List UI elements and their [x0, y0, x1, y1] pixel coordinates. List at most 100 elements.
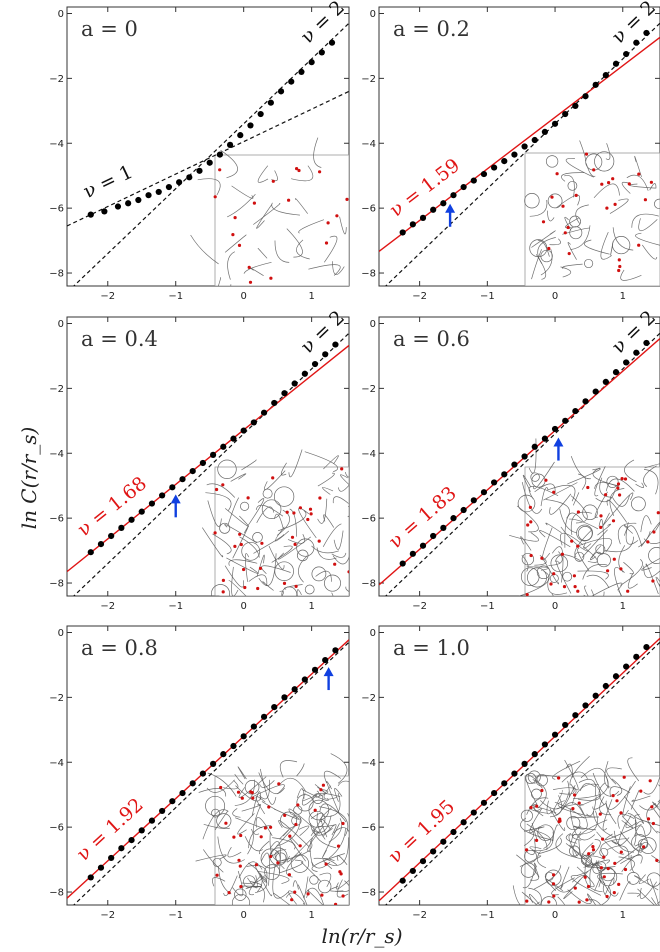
- data-point: [271, 399, 278, 407]
- data-point: [97, 540, 105, 548]
- data-point: [291, 686, 298, 693]
- data-point: [531, 751, 538, 758]
- y-tick-label: −8: [49, 888, 64, 899]
- data-point: [87, 549, 94, 556]
- data-point: [128, 516, 135, 523]
- data-point: [267, 99, 274, 106]
- data-point: [399, 560, 406, 567]
- data-point: [511, 770, 518, 777]
- guide-line-slope-2: [72, 641, 349, 905]
- data-point: [572, 407, 579, 415]
- y-tick-label: 0: [370, 628, 376, 639]
- data-point: [419, 858, 427, 865]
- plot-frame: [378, 6, 660, 287]
- data-point: [430, 532, 437, 540]
- fit-line: [67, 639, 349, 899]
- x-tick-label: −2: [100, 291, 115, 302]
- y-tick-label: −2: [49, 74, 64, 85]
- data-point: [592, 81, 599, 88]
- x-tick-label: −2: [412, 910, 427, 921]
- data-point: [322, 656, 329, 664]
- panel-title: a = 0.2: [393, 17, 470, 41]
- inset-network: [202, 449, 349, 596]
- y-tick-label: −2: [361, 384, 376, 395]
- data-point: [409, 221, 416, 228]
- data-point: [562, 417, 569, 424]
- data-point: [250, 723, 257, 730]
- data-point: [260, 409, 268, 416]
- data-point: [460, 183, 467, 191]
- y-tick-label: −4: [49, 449, 64, 460]
- data-point: [562, 110, 569, 118]
- data-point: [260, 713, 268, 720]
- data-point: [230, 435, 237, 442]
- y-tick-label: −4: [49, 758, 64, 769]
- data-point: [440, 838, 447, 845]
- data-point: [419, 542, 427, 549]
- data-point: [491, 479, 498, 486]
- y-tick-label: 0: [370, 9, 376, 20]
- data-point: [298, 68, 305, 75]
- data-point: [176, 179, 183, 186]
- data-point: [247, 122, 254, 129]
- guide-label: ν = 2: [296, 306, 349, 358]
- data-point: [271, 704, 278, 711]
- data-point: [311, 666, 319, 673]
- data-point: [419, 214, 427, 221]
- panel-2: −2 −1 0 1 −8 −6 −4 −2 0 a = 0.4 ν = 2 ν = 1.68: [49, 306, 350, 612]
- y-tick-label: 0: [58, 9, 64, 20]
- data-point: [541, 128, 548, 136]
- data-point: [633, 39, 640, 46]
- x-tick-label: −1: [480, 291, 495, 302]
- data-point: [240, 733, 247, 740]
- data-point: [128, 837, 135, 844]
- data-point: [108, 532, 115, 540]
- panel-5: −2 −1 0 1 −8 −6 −4 −2 0 a = 1.0 ν = 1.95: [361, 625, 660, 921]
- y-tick-label: −2: [49, 384, 64, 395]
- data-point: [291, 380, 298, 387]
- guide-line-slope-2: [72, 22, 349, 286]
- data-point: [470, 177, 477, 184]
- data-point: [114, 203, 122, 210]
- data-point: [623, 663, 630, 670]
- y-tick-label: −6: [361, 823, 376, 834]
- x-tick-label: 1: [620, 601, 626, 612]
- x-tick-label: 1: [308, 910, 314, 921]
- data-point: [230, 742, 237, 750]
- data-point: [511, 461, 518, 468]
- y-tick-label: −6: [49, 204, 64, 215]
- data-point: [592, 692, 599, 699]
- data-point: [541, 741, 548, 748]
- fit-label: ν = 1.95: [384, 796, 459, 868]
- data-point: [582, 93, 589, 100]
- data-point: [399, 229, 406, 236]
- arrow-head: [170, 494, 181, 504]
- fit-line: [379, 637, 660, 902]
- data-point: [220, 751, 227, 758]
- y-tick-label: 0: [58, 319, 64, 330]
- panel-title: a = 1.0: [393, 636, 470, 660]
- y-tick-label: −8: [361, 888, 376, 899]
- data-point: [572, 102, 579, 110]
- data-point: [399, 877, 406, 884]
- guide-line-slope-2: [72, 332, 349, 596]
- data-point: [551, 731, 559, 738]
- y-tick-label: −2: [361, 693, 376, 704]
- data-point: [440, 524, 447, 531]
- data-point: [257, 110, 264, 118]
- y-tick-label: −4: [361, 449, 376, 460]
- data-point: [138, 827, 145, 834]
- panel-title: a = 0: [81, 17, 138, 41]
- y-tick-label: −2: [49, 693, 64, 704]
- x-tick-label: 1: [308, 291, 314, 302]
- x-axis-label: ln(r/r_s): [321, 924, 402, 948]
- data-point: [430, 206, 437, 213]
- x-tick-label: −2: [412, 601, 427, 612]
- data-point: [87, 211, 94, 218]
- fit-label: ν = 1.68: [73, 472, 151, 540]
- data-point: [450, 828, 457, 836]
- data-point: [209, 760, 217, 767]
- data-point: [288, 78, 295, 85]
- data-point: [541, 435, 548, 442]
